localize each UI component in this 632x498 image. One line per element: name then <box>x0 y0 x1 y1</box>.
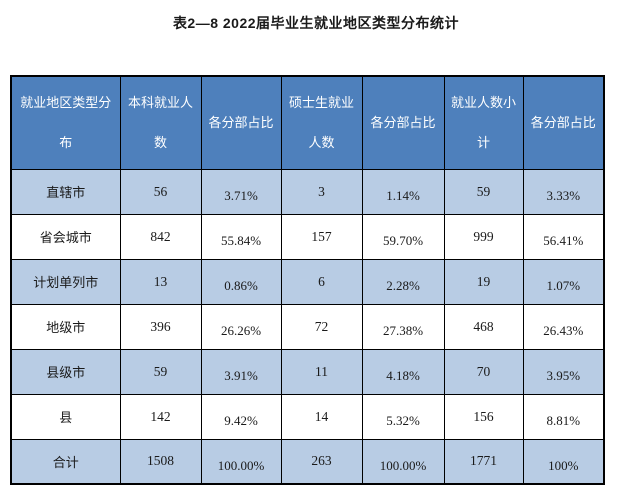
cell-total-count: 1771 <box>443 438 524 485</box>
cell-ms-count: 3 <box>280 168 363 215</box>
cell-ug-count: 142 <box>119 393 202 440</box>
cell-total-pct: 3.33% <box>522 168 605 215</box>
cell-ms-pct: 100.00% <box>361 438 445 485</box>
cell-ug-count: 13 <box>119 258 202 305</box>
cell-region: 省会城市 <box>10 213 121 260</box>
cell-total-count: 468 <box>443 303 524 350</box>
cell-ug-count: 56 <box>119 168 202 215</box>
header-master-pct: 各分部占比 <box>361 75 445 170</box>
header-undergrad-pct: 各分部占比 <box>200 75 282 170</box>
cell-total-pct: 8.81% <box>522 393 605 440</box>
cell-ms-pct: 27.38% <box>361 303 445 350</box>
header-undergrad-count: 本科就业人数 <box>119 75 202 170</box>
cell-total-count: 70 <box>443 348 524 395</box>
cell-ms-count: 157 <box>280 213 363 260</box>
cell-ms-count: 72 <box>280 303 363 350</box>
cell-ug-pct: 0.86% <box>200 258 282 305</box>
cell-ug-pct: 100.00% <box>200 438 282 485</box>
cell-total-pct: 26.43% <box>522 303 605 350</box>
cell-total-pct: 1.07% <box>522 258 605 305</box>
cell-total-count: 19 <box>443 258 524 305</box>
cell-region: 县 <box>10 393 121 440</box>
cell-ug-count: 59 <box>119 348 202 395</box>
cell-ug-count: 842 <box>119 213 202 260</box>
cell-ug-count: 1508 <box>119 438 202 485</box>
cell-region: 县级市 <box>10 348 121 395</box>
cell-total-pct: 100% <box>522 438 605 485</box>
cell-total-pct: 3.95% <box>522 348 605 395</box>
cell-ms-pct: 2.28% <box>361 258 445 305</box>
table-title: 表2—8 2022届毕业生就业地区类型分布统计 <box>172 15 460 31</box>
table-header-row: 就业地区类型分布 本科就业人数 各分部占比 硕士生就业人数 各分部占比 就业人数… <box>10 75 605 170</box>
cell-ms-count: 11 <box>280 348 363 395</box>
cell-ms-pct: 4.18% <box>361 348 445 395</box>
header-region-type: 就业地区类型分布 <box>10 75 121 170</box>
table-row-municipality: 直辖市 56 3.71% 3 1.14% 59 3.33% <box>10 168 605 215</box>
cell-ug-count: 396 <box>119 303 202 350</box>
header-subtotal-count: 就业人数小计 <box>443 75 524 170</box>
cell-total-pct: 56.41% <box>522 213 605 260</box>
table-row-provincial-capital: 省会城市 842 55.84% 157 59.70% 999 56.41% <box>10 213 605 260</box>
header-master-count: 硕士生就业人数 <box>280 75 363 170</box>
cell-ms-pct: 1.14% <box>361 168 445 215</box>
cell-ug-pct: 9.42% <box>200 393 282 440</box>
cell-ms-count: 263 <box>280 438 363 485</box>
cell-ms-pct: 59.70% <box>361 213 445 260</box>
cell-total-count: 156 <box>443 393 524 440</box>
cell-total-count: 59 <box>443 168 524 215</box>
cell-ms-count: 14 <box>280 393 363 440</box>
table-row-county: 县 142 9.42% 14 5.32% 156 8.81% <box>10 393 605 440</box>
cell-ms-pct: 5.32% <box>361 393 445 440</box>
table-row-planned-city: 计划单列市 13 0.86% 6 2.28% 19 1.07% <box>10 258 605 305</box>
cell-region: 合计 <box>10 438 121 485</box>
cell-region: 计划单列市 <box>10 258 121 305</box>
cell-ms-count: 6 <box>280 258 363 305</box>
table-row-total: 合计 1508 100.00% 263 100.00% 1771 100% <box>10 438 605 485</box>
table-row-county-city: 县级市 59 3.91% 11 4.18% 70 3.95% <box>10 348 605 395</box>
table-row-prefecture-city: 地级市 396 26.26% 72 27.38% 468 26.43% <box>10 303 605 350</box>
cell-ug-pct: 3.71% <box>200 168 282 215</box>
cell-ug-pct: 3.91% <box>200 348 282 395</box>
cell-region: 地级市 <box>10 303 121 350</box>
cell-region: 直辖市 <box>10 168 121 215</box>
employment-region-table: 就业地区类型分布 本科就业人数 各分部占比 硕士生就业人数 各分部占比 就业人数… <box>10 75 605 485</box>
cell-ug-pct: 26.26% <box>200 303 282 350</box>
header-subtotal-pct: 各分部占比 <box>522 75 605 170</box>
cell-total-count: 999 <box>443 213 524 260</box>
cell-ug-pct: 55.84% <box>200 213 282 260</box>
